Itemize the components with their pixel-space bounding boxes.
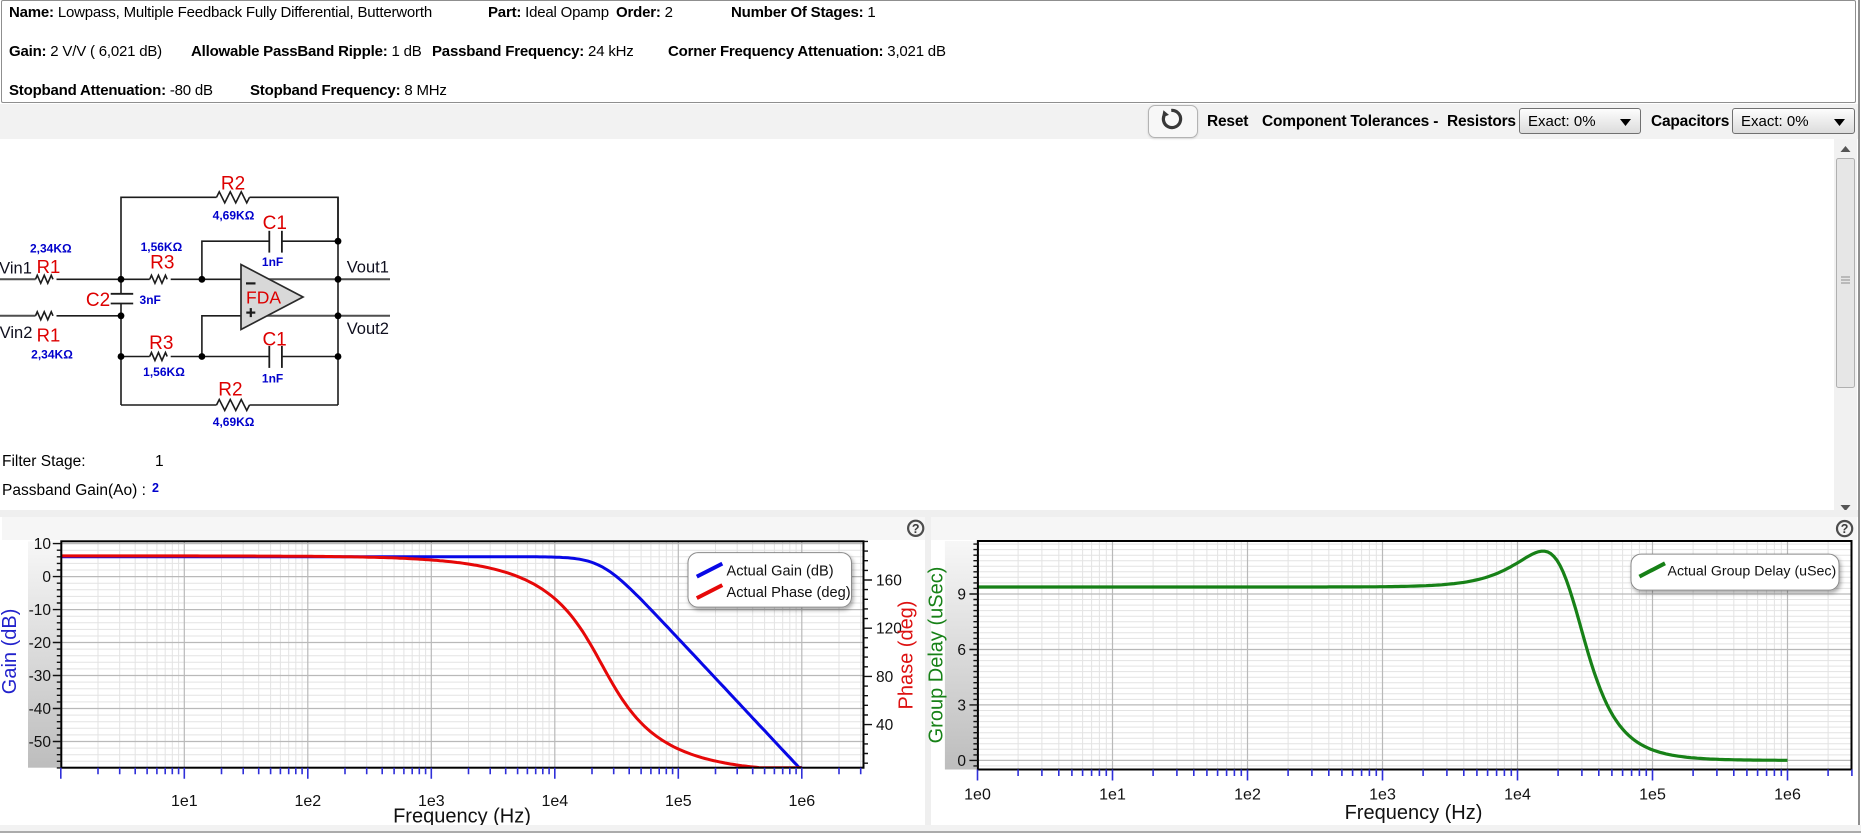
svg-text:160: 160 <box>876 573 902 590</box>
svg-text:Frequency (Hz): Frequency (Hz) <box>1345 802 1483 824</box>
svg-text:1e3: 1e3 <box>418 793 445 810</box>
svg-text:Gain (dB): Gain (dB) <box>0 609 21 695</box>
svg-text:?: ? <box>1841 522 1849 536</box>
svg-text:3: 3 <box>957 697 966 714</box>
svg-text:9: 9 <box>957 587 966 604</box>
svg-text:R2: R2 <box>218 380 242 401</box>
svg-text:0: 0 <box>42 569 51 586</box>
svg-text:-50: -50 <box>29 734 52 751</box>
svg-text:1e3: 1e3 <box>1369 787 1396 804</box>
svg-text:R2: R2 <box>221 174 245 195</box>
svg-text:-40: -40 <box>29 701 52 718</box>
svg-text:Vout2: Vout2 <box>347 320 389 338</box>
svg-text:0: 0 <box>957 753 966 770</box>
svg-text:1e1: 1e1 <box>171 793 198 810</box>
svg-text:?: ? <box>912 522 920 536</box>
svg-text:Vin2: Vin2 <box>0 324 32 342</box>
svg-text:Actual Phase (deg): Actual Phase (deg) <box>727 585 851 601</box>
svg-text:80: 80 <box>876 669 894 686</box>
svg-text:1e5: 1e5 <box>665 793 692 810</box>
svg-text:1e5: 1e5 <box>1639 787 1666 804</box>
svg-text:R1: R1 <box>37 325 61 346</box>
svg-text:-10: -10 <box>29 602 52 619</box>
svg-text:Phase (deg): Phase (deg) <box>896 601 918 710</box>
svg-text:3nF: 3nF <box>140 293 161 307</box>
svg-text:40: 40 <box>876 717 894 734</box>
svg-text:1e4: 1e4 <box>1504 787 1531 804</box>
svg-text:Frequency (Hz): Frequency (Hz) <box>393 806 531 828</box>
svg-text:1e4: 1e4 <box>541 793 568 810</box>
svg-text:1nF: 1nF <box>262 372 283 386</box>
svg-text:1e6: 1e6 <box>788 793 815 810</box>
svg-text:1e1: 1e1 <box>1099 787 1126 804</box>
svg-text:C1: C1 <box>263 213 287 234</box>
svg-text:C2: C2 <box>86 290 110 311</box>
svg-text:1nF: 1nF <box>262 255 283 269</box>
svg-text:R3: R3 <box>150 253 174 274</box>
svg-text:1,56KΩ: 1,56KΩ <box>141 240 183 254</box>
svg-text:Vout1: Vout1 <box>347 259 389 277</box>
svg-text:R3: R3 <box>149 333 173 354</box>
svg-text:1,56KΩ: 1,56KΩ <box>143 365 185 379</box>
svg-text:10: 10 <box>34 536 52 553</box>
svg-text:120: 120 <box>876 621 902 638</box>
svg-text:-30: -30 <box>29 668 52 685</box>
svg-text:1e2: 1e2 <box>1234 787 1261 804</box>
svg-text:4,69KΩ: 4,69KΩ <box>213 209 255 223</box>
svg-text:C1: C1 <box>262 330 286 351</box>
svg-text:Actual Gain (dB): Actual Gain (dB) <box>727 563 834 579</box>
svg-text:1e0: 1e0 <box>964 787 991 804</box>
svg-text:2,34KΩ: 2,34KΩ <box>31 347 73 361</box>
svg-text:Actual Group Delay (uSec): Actual Group Delay (uSec) <box>1668 564 1837 580</box>
svg-text:6: 6 <box>957 642 966 659</box>
svg-text:FDA: FDA <box>246 288 281 308</box>
svg-text:Group Delay (uSec): Group Delay (uSec) <box>926 567 948 744</box>
svg-text:1e2: 1e2 <box>294 793 321 810</box>
svg-text:R1: R1 <box>37 256 61 277</box>
svg-text:1e6: 1e6 <box>1774 787 1801 804</box>
svg-text:-20: -20 <box>29 635 52 652</box>
svg-text:2,34KΩ: 2,34KΩ <box>30 242 72 256</box>
svg-text:Vin1: Vin1 <box>0 260 32 278</box>
svg-text:4,69KΩ: 4,69KΩ <box>213 415 255 429</box>
